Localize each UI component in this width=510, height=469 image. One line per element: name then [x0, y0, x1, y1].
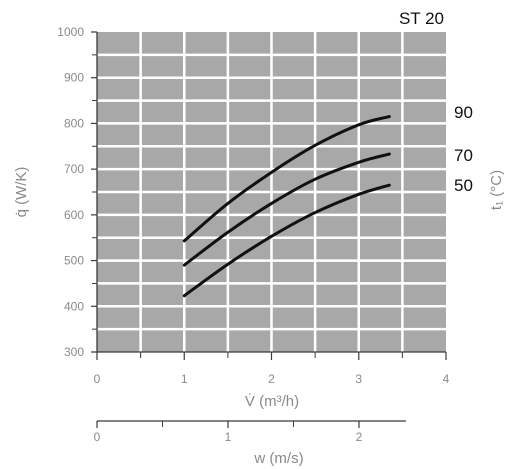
y-tick-label: 800	[64, 116, 84, 130]
velocity-tick-label: 0	[94, 430, 101, 444]
y-tick-label: 1000	[57, 25, 84, 39]
velocity-tick-label: 1	[225, 430, 232, 444]
series-line-50	[182, 183, 391, 298]
x-axis-label: V̇ (m³/h)	[245, 393, 299, 410]
series-label-70: 70	[454, 146, 473, 165]
y-tick-label: 900	[64, 71, 84, 85]
y-tick-label: 600	[64, 208, 84, 222]
x-tick-label: 1	[181, 372, 188, 386]
series-line-70	[182, 152, 391, 267]
series-layer: 90 70 50	[182, 103, 473, 298]
axis-layer: 300 400 500 600 700 800 900 1000 0 1 2 3 4 0 1 2	[57, 25, 449, 444]
y-tick-label: 500	[64, 254, 84, 268]
label-layer: ST 20 V̇ (m³/h) q̇ (W/K) t₁ (°C) w (m/s)	[13, 9, 505, 467]
x-tick-label: 2	[268, 372, 275, 386]
velocity-tick-label: 2	[356, 430, 363, 444]
series-label-90: 90	[454, 103, 473, 122]
y-tick-label: 300	[64, 345, 84, 359]
series-line-90	[182, 115, 391, 243]
temperature-axis-label: t₁ (°C)	[488, 170, 505, 210]
y-tick-label: 700	[64, 162, 84, 176]
x-tick-label: 0	[94, 372, 101, 386]
chart-title: ST 20	[399, 9, 444, 28]
x-tick-label: 4	[443, 372, 450, 386]
y-axis-label: q̇ (W/K)	[13, 167, 30, 218]
grid-layer	[97, 32, 446, 352]
x-tick-label: 3	[355, 372, 362, 386]
velocity-axis-label: w (m/s)	[253, 450, 303, 467]
series-label-50: 50	[454, 176, 473, 195]
y-tick-label: 400	[64, 299, 84, 313]
